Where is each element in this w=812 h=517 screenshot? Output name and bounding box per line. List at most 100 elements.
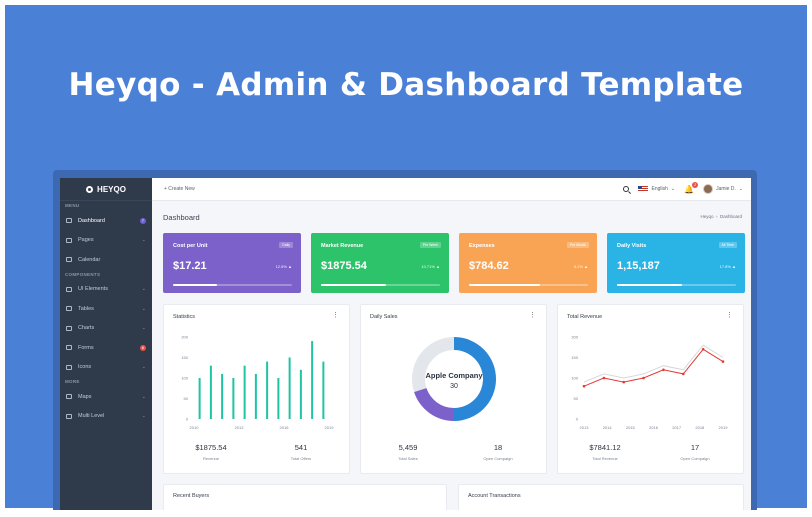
daily-sales-card: Daily Sales ⋮ Apple Company 30 5,459 Tota… bbox=[360, 304, 547, 474]
kpi-period-badge: Per Week bbox=[419, 242, 441, 248]
stat-value: $7841.12 bbox=[589, 443, 621, 452]
bell-icon: 🔔 bbox=[684, 184, 695, 194]
stat-label: Total Sales bbox=[398, 456, 418, 461]
stat-value: $1875.54 bbox=[195, 443, 227, 452]
x-tick-label: 2018 bbox=[695, 425, 705, 430]
bar bbox=[243, 365, 246, 419]
kpi-title: Market Revenue bbox=[321, 243, 364, 249]
kpi-period-badge: Per Month bbox=[566, 242, 589, 248]
kpi-progress-bar bbox=[469, 284, 588, 286]
account-transactions-card: Account Transactions bbox=[458, 484, 744, 510]
y-tick-label: 200 bbox=[571, 335, 578, 340]
statistics-bar-chart: 0 50 100 150 200 2010 2013 2016 2019 bbox=[181, 335, 334, 431]
create-new-button[interactable]: + Create New bbox=[164, 186, 195, 192]
donut-center bbox=[426, 351, 482, 407]
kpi-value: $17.21 bbox=[173, 260, 207, 272]
user-menu[interactable]: Jamie D. ⌄ bbox=[703, 184, 743, 194]
calendar-icon bbox=[66, 257, 72, 263]
chevron-down-icon: ⌄ bbox=[141, 286, 146, 293]
charts-icon bbox=[66, 325, 72, 331]
topbar-actions: English ⌄ 🔔 2 Jamie D. ⌄ bbox=[623, 181, 751, 194]
stat-label: Open Compaign bbox=[680, 456, 710, 461]
bar bbox=[198, 378, 201, 419]
kpi-change: 10.71% ▲ bbox=[421, 264, 440, 269]
kpi-title: Daily Visits bbox=[617, 243, 647, 249]
sidebar-item-forms[interactable]: Forms 6 bbox=[60, 338, 152, 358]
chevron-down-icon: ⌄ bbox=[670, 186, 676, 192]
sidebar-item-label: Forms bbox=[78, 344, 94, 351]
promo-title: Heyqo - Admin & Dashboard Template bbox=[68, 67, 744, 103]
sidebar-item-ui-elements[interactable]: UI Elements ⌄ bbox=[60, 280, 152, 300]
bar bbox=[232, 378, 235, 419]
search-icon[interactable] bbox=[623, 186, 630, 192]
pages-icon bbox=[66, 237, 72, 243]
notifications-button[interactable]: 🔔 2 bbox=[684, 181, 699, 194]
sidebar-item-dashboard[interactable]: Dashboard 7 bbox=[60, 211, 152, 231]
stat-open-compaign: 17 Open Compaign bbox=[655, 443, 735, 461]
kpi-change: 5.1% ▲ bbox=[573, 264, 588, 269]
x-tick-label: 2016 bbox=[280, 425, 290, 430]
kpi-value: $784.62 bbox=[469, 260, 509, 272]
notification-count: 2 bbox=[692, 181, 699, 188]
breadcrumb-separator: › bbox=[714, 214, 720, 219]
x-tick-label: 2017 bbox=[672, 425, 682, 430]
sidebar-item-tables[interactable]: Tables ⌄ bbox=[60, 299, 152, 319]
data-point bbox=[721, 360, 725, 363]
more-options-icon[interactable]: ⋮ bbox=[529, 312, 536, 319]
card-title: Total Revenue bbox=[567, 314, 603, 320]
recent-buyers-card: Recent Buyers bbox=[163, 484, 447, 510]
bar bbox=[322, 361, 325, 419]
kpi-progress-bar bbox=[173, 284, 292, 286]
sidebar-item-maps[interactable]: Maps ⌄ bbox=[60, 387, 152, 407]
sidebar-item-icons[interactable]: Icons ⌄ bbox=[60, 358, 152, 378]
chevron-down-icon: ⌄ bbox=[141, 237, 146, 244]
x-tick-label: 2014 bbox=[603, 425, 613, 430]
sidebar-section-title: MENU bbox=[65, 203, 80, 208]
sidebar-item-calendar[interactable]: Calendar bbox=[60, 250, 152, 270]
data-point bbox=[602, 376, 606, 380]
count-badge: 6 bbox=[139, 344, 146, 351]
bar bbox=[288, 357, 291, 419]
breadcrumb-item[interactable]: Heyqo bbox=[700, 214, 714, 219]
donut-center-label: Apple Company bbox=[425, 371, 483, 380]
more-options-icon[interactable]: ⋮ bbox=[332, 312, 339, 319]
language-selector[interactable]: English ⌄ bbox=[638, 186, 675, 192]
page-title: Dashboard bbox=[163, 213, 200, 222]
sidebar-item-charts[interactable]: Charts ⌄ bbox=[60, 319, 152, 339]
sidebar-item-label: Tables bbox=[78, 305, 94, 312]
avatar bbox=[703, 184, 714, 194]
kpi-value: $1875.54 bbox=[321, 260, 367, 272]
stat-value: 541 bbox=[294, 443, 308, 452]
y-tick-label: 100 bbox=[571, 376, 578, 381]
logo-icon bbox=[86, 185, 94, 193]
daily-sales-donut-chart: Apple Company 30 bbox=[412, 337, 496, 421]
sidebar-item-label: Icons bbox=[78, 364, 92, 371]
stat-revenue: $1875.54 Revenue bbox=[171, 443, 251, 461]
sidebar-item-label: Calendar bbox=[78, 256, 101, 263]
y-tick-label: 0 bbox=[186, 417, 189, 422]
brand-logo[interactable]: HEYQO bbox=[60, 178, 152, 201]
y-tick-label: 100 bbox=[181, 376, 188, 381]
data-point bbox=[701, 348, 705, 351]
kpi-progress-fill bbox=[321, 284, 387, 286]
sidebar-item-pages[interactable]: Pages ⌄ bbox=[60, 231, 152, 251]
sidebar-item-multi-level[interactable]: Multi Level ⌄ bbox=[60, 407, 152, 427]
stat-label: Open Compaign bbox=[483, 456, 513, 461]
kpi-period-badge: All Time bbox=[718, 242, 737, 248]
sidebar: HEYQO MENU Dashboard 7 Pages ⌄ Calendar COMPON… bbox=[60, 178, 152, 510]
chevron-down-icon: ⌄ bbox=[738, 186, 743, 192]
bar bbox=[311, 341, 314, 419]
x-tick-label: 2015 bbox=[626, 425, 636, 430]
bar bbox=[266, 361, 269, 419]
pie-slice bbox=[454, 337, 496, 421]
kpi-value: 1,15,187 bbox=[617, 260, 660, 272]
stat-total-sales: 5,459 Total Sales bbox=[368, 443, 448, 461]
card-title: Account Transactions bbox=[468, 493, 521, 499]
us-flag-icon bbox=[638, 186, 649, 192]
total-revenue-line-chart: 0 50 100 150 200 2013 2014 2015 2016 2017 2018 2019 bbox=[571, 335, 728, 431]
ui-elements-icon bbox=[66, 286, 72, 292]
y-tick-label: 50 bbox=[184, 396, 189, 401]
more-options-icon[interactable]: ⋮ bbox=[726, 312, 733, 319]
series-line bbox=[583, 344, 724, 383]
x-tick-label: 2013 bbox=[235, 425, 245, 430]
